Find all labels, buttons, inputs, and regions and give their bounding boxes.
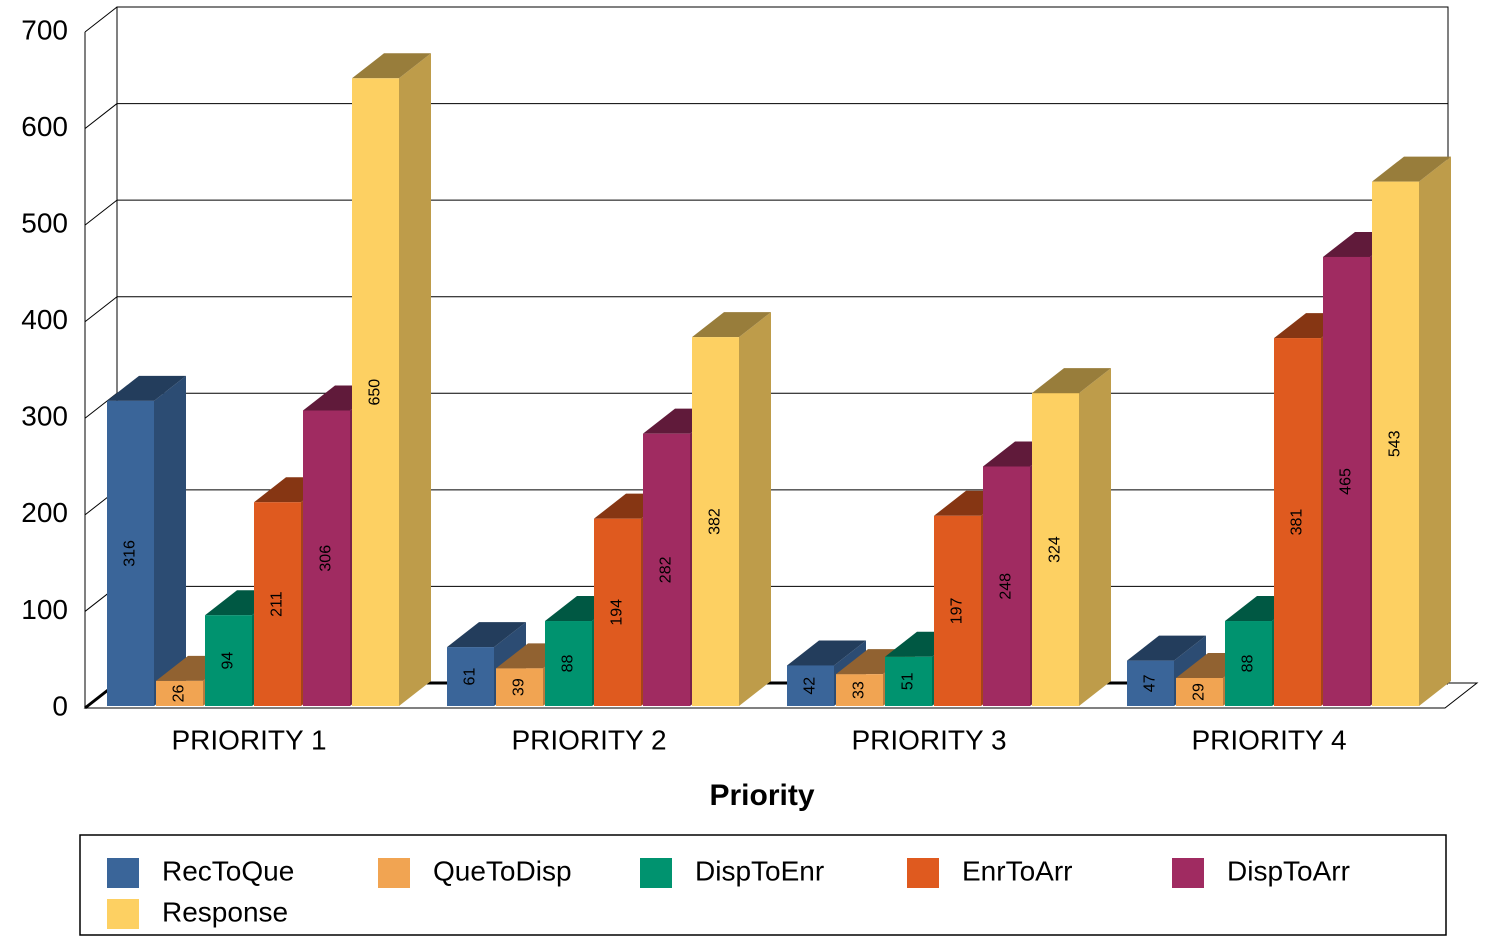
bar	[885, 656, 932, 706]
value-label: 282	[658, 556, 675, 583]
bar-top	[692, 312, 771, 338]
bar	[1323, 256, 1370, 706]
legend-label: EnrToArr	[962, 855, 1072, 886]
y-tick-label: 500	[21, 208, 68, 239]
bar	[1225, 621, 1272, 706]
bar	[692, 337, 739, 706]
value-label: 88	[560, 655, 577, 673]
legend-label: DispToArr	[1227, 855, 1350, 886]
legend-label: RecToQue	[162, 855, 294, 886]
y-tick-label: 200	[21, 497, 68, 528]
y-tick-label: 0	[52, 690, 68, 721]
bar-side	[399, 53, 431, 707]
value-label: 465	[1338, 468, 1355, 495]
bar	[1032, 393, 1079, 706]
value-label: 248	[998, 573, 1015, 600]
bar	[205, 615, 252, 706]
y-tick-label: 100	[21, 594, 68, 625]
bar	[594, 518, 641, 706]
value-label: 29	[1191, 683, 1208, 701]
bar	[107, 400, 154, 706]
y-tick-label: 400	[21, 304, 68, 335]
value-label: 47	[1142, 674, 1159, 692]
grid-line-side	[84, 103, 118, 129]
bar-side	[1079, 368, 1111, 706]
grid-line-side	[84, 296, 118, 323]
bar	[254, 502, 301, 706]
value-label: 94	[220, 652, 237, 670]
legend-label: DispToEnr	[695, 855, 824, 886]
legend-swatch	[907, 858, 939, 888]
value-label: 211	[269, 591, 286, 617]
legend-swatch	[378, 858, 410, 888]
legend-box	[79, 834, 1447, 936]
grid-line-side	[84, 6, 118, 33]
grid-line-side	[84, 199, 118, 226]
value-label: 382	[707, 508, 724, 535]
value-label: 316	[122, 540, 139, 567]
value-label: 650	[367, 379, 384, 406]
bar	[496, 668, 543, 706]
legend-swatch	[107, 899, 139, 929]
bar-side	[154, 375, 186, 706]
x-tick-label: PRIORITY 4	[1191, 724, 1346, 755]
legend-swatch	[1172, 858, 1204, 888]
value-label: 381	[1289, 509, 1306, 536]
legend-label: QueToDisp	[433, 855, 572, 886]
legend-swatch	[640, 858, 672, 888]
bar	[836, 674, 883, 706]
bar	[1274, 338, 1321, 706]
bar	[983, 466, 1030, 706]
bar	[1372, 181, 1419, 707]
bar-top	[352, 53, 431, 79]
x-tick-label: PRIORITY 3	[851, 724, 1006, 755]
bar	[1176, 677, 1223, 706]
bar	[352, 78, 399, 707]
value-label: 26	[171, 684, 188, 702]
x-tick-label: PRIORITY 1	[171, 724, 326, 755]
value-label: 42	[802, 677, 819, 695]
bar	[156, 680, 203, 706]
bar-top	[787, 640, 866, 666]
value-label: 33	[851, 681, 868, 699]
y-tick-label: 300	[21, 401, 68, 432]
bar	[787, 665, 834, 706]
bar-top	[1032, 368, 1111, 394]
bar	[643, 433, 690, 706]
bar	[545, 621, 592, 706]
x-axis-title: Priority	[709, 779, 814, 812]
bar	[447, 647, 494, 706]
value-label: 197	[949, 597, 966, 624]
value-label: 39	[511, 678, 528, 696]
bar	[934, 515, 981, 706]
bar	[303, 410, 350, 706]
bar-side	[739, 312, 771, 706]
value-label: 51	[900, 672, 917, 690]
value-label: 543	[1387, 430, 1404, 457]
y-tick-label: 600	[21, 111, 68, 142]
bar	[1127, 660, 1174, 706]
legend-swatch	[107, 858, 139, 888]
y-tick-label: 700	[21, 14, 68, 45]
value-label: 324	[1047, 536, 1064, 563]
value-label: 88	[1240, 655, 1257, 673]
value-label: 61	[462, 668, 479, 686]
bar-top	[107, 375, 186, 401]
bar-top	[447, 622, 526, 648]
value-label: 194	[609, 599, 626, 626]
bar-top	[1372, 156, 1451, 182]
legend-label: Response	[162, 896, 288, 927]
x-tick-label: PRIORITY 2	[511, 724, 666, 755]
bar-top	[1127, 635, 1206, 661]
value-label: 306	[318, 545, 335, 572]
bar-side	[1419, 156, 1451, 707]
